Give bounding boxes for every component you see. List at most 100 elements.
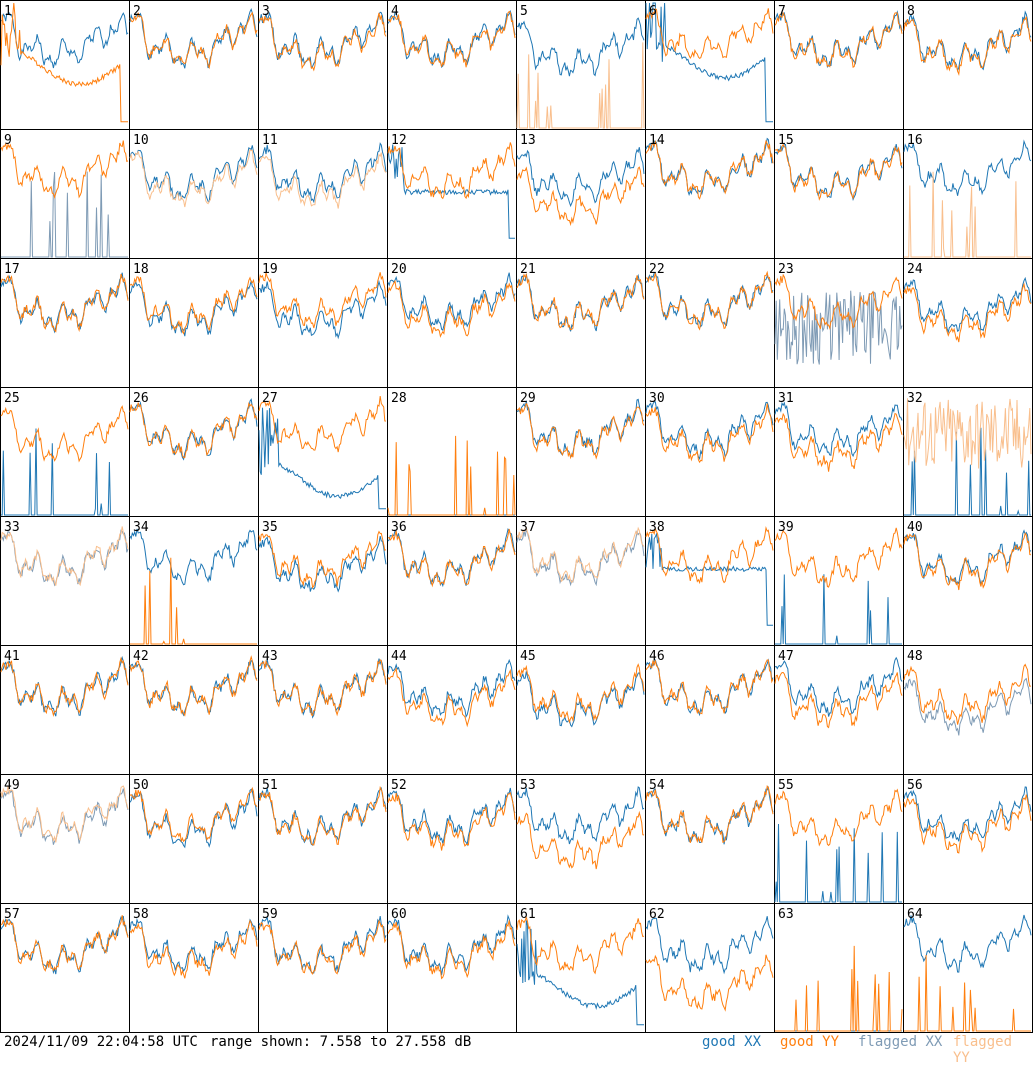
panel-frame <box>0 774 130 904</box>
series-yy-flagged <box>0 785 129 843</box>
panel-label: 18 <box>133 262 149 277</box>
panel-frame <box>774 516 904 646</box>
panel-21: 21 <box>516 258 646 388</box>
panel-25: 25 <box>0 387 130 517</box>
panel-19: 19 <box>258 258 388 388</box>
series-xx-good <box>645 532 773 626</box>
panel-label: 23 <box>778 262 794 277</box>
panel-frame <box>0 0 130 130</box>
panel-40: 40 <box>903 516 1033 646</box>
panel-label: 46 <box>649 649 665 664</box>
series-xx-good <box>258 11 387 69</box>
panel-36: 36 <box>387 516 517 646</box>
panel-2: 2 <box>129 0 259 130</box>
panel-label: 2 <box>133 4 141 19</box>
panel-frame <box>387 129 517 259</box>
panel-label: 26 <box>133 391 149 406</box>
series-xx-good <box>903 10 1032 72</box>
series-yy-good <box>258 12 387 72</box>
series-yy-good <box>774 143 903 201</box>
panel-30: 30 <box>645 387 775 517</box>
series-yy-good <box>903 16 1032 77</box>
series-xx-good <box>387 272 516 331</box>
panel-64: 64 <box>903 903 1033 1033</box>
series-yy-good <box>129 919 258 979</box>
panel-frame <box>258 516 388 646</box>
series-yy-good <box>774 11 903 68</box>
series-yy-good <box>516 915 645 975</box>
panel-frame <box>387 258 517 388</box>
panel-14: 14 <box>645 129 775 259</box>
panel-frame <box>258 645 388 775</box>
panel-label: 44 <box>391 649 407 664</box>
panel-label: 13 <box>520 133 536 148</box>
panel-17: 17 <box>0 258 130 388</box>
series-yy-flagged <box>903 398 1032 469</box>
panel-label: 17 <box>4 262 20 277</box>
panel-frame <box>0 258 130 388</box>
panel-frame <box>387 0 517 130</box>
panel-frame <box>516 903 646 1033</box>
series-xx-good <box>0 272 129 334</box>
status-footer: 2024/11/09 22:04:58 UTC range shown: 7.5… <box>0 1033 1033 1066</box>
series-yy-good <box>774 412 903 472</box>
panel-18: 18 <box>129 258 259 388</box>
panel-label: 21 <box>520 262 536 277</box>
series-xx-good <box>387 527 516 588</box>
series-yy-good <box>0 273 129 333</box>
panel-frame <box>774 129 904 259</box>
series-yy-good <box>774 273 903 331</box>
panel-frame <box>387 516 517 646</box>
panel-frame <box>516 774 646 904</box>
panel-label: 32 <box>907 391 923 406</box>
panel-label: 5 <box>520 4 528 19</box>
series-xx-flagged <box>903 677 1032 736</box>
series-yy-good <box>258 658 387 717</box>
series-xx-good <box>129 788 258 849</box>
series-yy-good <box>774 527 903 588</box>
panel-label: 43 <box>262 649 278 664</box>
panel-frame <box>258 774 388 904</box>
series-xx-flagged <box>774 290 903 365</box>
panel-63: 63 <box>774 903 904 1033</box>
series-xx-good <box>129 145 258 203</box>
panel-6: 6 <box>645 0 775 130</box>
panel-15: 15 <box>774 129 904 259</box>
panel-label: 22 <box>649 262 665 277</box>
panel-frame <box>903 645 1033 775</box>
panel-3: 3 <box>258 0 388 130</box>
series-xx-good <box>645 2 773 123</box>
series-yy-good <box>258 919 387 975</box>
panel-56: 56 <box>903 774 1033 904</box>
panel-frame <box>0 645 130 775</box>
series-yy-flagged <box>258 152 387 209</box>
series-xx-good <box>774 823 902 903</box>
series-xx-good <box>516 786 645 845</box>
series-yy-good <box>904 954 1031 1032</box>
panel-frame <box>774 0 904 130</box>
panel-38: 38 <box>645 516 775 646</box>
panel-label: 3 <box>262 4 270 19</box>
panel-22: 22 <box>645 258 775 388</box>
legend-good-xx: good XX <box>702 1034 762 1050</box>
panel-45: 45 <box>516 645 646 775</box>
series-xx-good <box>258 915 387 974</box>
panel-10: 10 <box>129 129 259 259</box>
panel-label: 60 <box>391 907 407 922</box>
legend-flagged-yy: flagged YY <box>953 1034 1013 1066</box>
series-xx-good <box>1 428 128 516</box>
panel-frame <box>645 645 775 775</box>
panel-label: 42 <box>133 649 149 664</box>
panel-frame <box>516 129 646 259</box>
series-yy-flagged <box>0 526 129 587</box>
panel-label: 54 <box>649 778 665 793</box>
panel-53: 53 <box>516 774 646 904</box>
panel-frame <box>903 516 1033 646</box>
series-xx-good <box>645 785 774 845</box>
series-yy-good <box>387 279 516 338</box>
panel-label: 30 <box>649 391 665 406</box>
panel-4: 4 <box>387 0 517 130</box>
panel-frame <box>516 387 646 517</box>
panel-label: 58 <box>133 907 149 922</box>
panel-label: 38 <box>649 520 665 535</box>
